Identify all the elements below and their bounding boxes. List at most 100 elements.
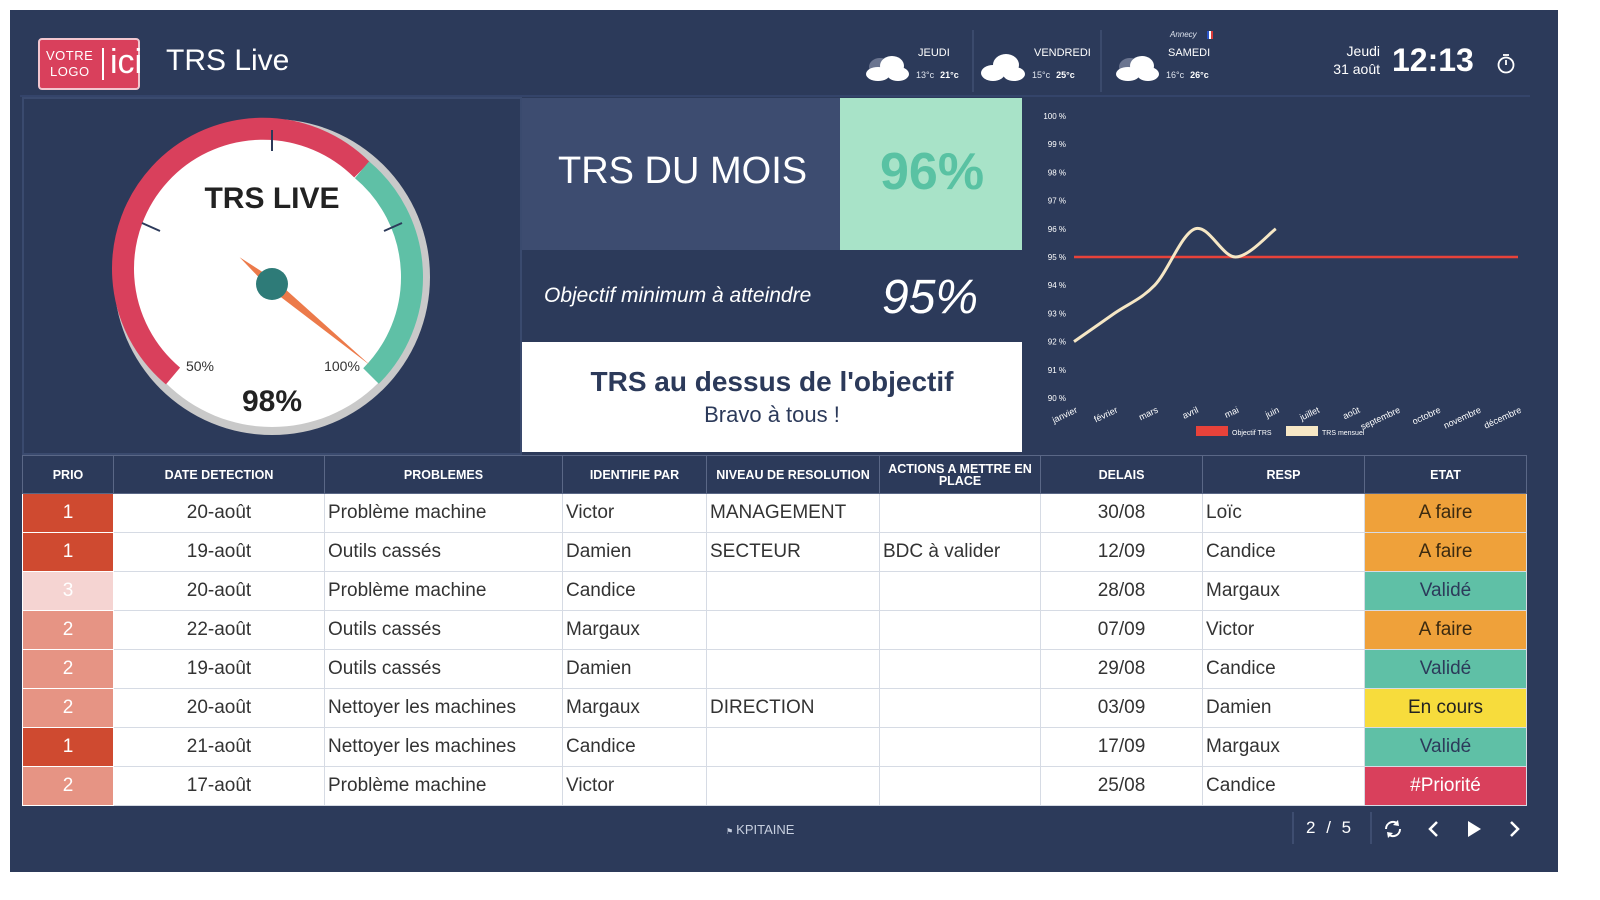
problem-cell: Nettoyer les machines: [324, 727, 563, 767]
weather-day-1: VENDREDI 15°c 25°c: [978, 40, 1098, 96]
header-divider: [20, 95, 1530, 97]
column-header-date[interactable]: DATE DETECTION: [113, 455, 325, 494]
deadline-cell: 07/09: [1040, 610, 1203, 650]
trs-month-value-panel: 96%: [840, 98, 1022, 250]
table-row[interactable]: 3 20-août Problème machine Candice 28/08…: [22, 571, 1527, 611]
weather-max: 26°c: [1190, 70, 1209, 80]
problem-cell: Problème machine: [324, 571, 563, 611]
stopwatch-icon[interactable]: [1496, 53, 1516, 75]
status-submessage: Bravo à tous !: [704, 402, 840, 427]
footer-separator: [1370, 812, 1372, 844]
deadline-cell: 25/08: [1040, 766, 1203, 806]
priority-cell: 2: [22, 610, 114, 650]
responsible-cell: Candice: [1202, 532, 1365, 572]
column-header-niveau[interactable]: NIVEAU DE RESOLUTION: [706, 455, 880, 494]
resolution-level-cell: SECTEUR: [706, 532, 880, 572]
weather-day-0: JEUDI 13°c 21°c: [862, 40, 972, 96]
date-day: Jeudi: [1346, 43, 1380, 59]
table-row[interactable]: 2 20-août Nettoyer les machines Margaux …: [22, 688, 1527, 728]
resolution-level-cell: [706, 766, 880, 806]
gauge-value: 98%: [242, 385, 302, 418]
date-cell: 22-août: [113, 610, 325, 650]
table-row[interactable]: 1 21-août Nettoyer les machines Candice …: [22, 727, 1527, 767]
identified-by-cell: Candice: [562, 571, 707, 611]
weather-max: 21°c: [940, 70, 959, 80]
actions-cell: [879, 766, 1041, 806]
gauge-tick: [383, 222, 403, 232]
resolution-level-cell: DIRECTION: [706, 688, 880, 728]
refresh-icon[interactable]: [1382, 818, 1404, 840]
responsible-cell: Damien: [1202, 688, 1365, 728]
cloud-icon: [981, 54, 1025, 81]
x-tick-label: octobre: [1411, 405, 1442, 427]
weather-city: Annecy: [1170, 30, 1197, 39]
column-header-actions[interactable]: ACTIONS A METTRE EN PLACE: [879, 455, 1041, 494]
identified-by-cell: Margaux: [562, 688, 707, 728]
responsible-cell: Candice: [1202, 649, 1365, 689]
weather-day-label: JEUDI: [918, 47, 950, 59]
actions-cell: [879, 649, 1041, 689]
priority-cell: 1: [22, 493, 114, 533]
weather-min: 13°c: [916, 70, 935, 80]
column-header-resp[interactable]: RESP: [1202, 455, 1365, 494]
date-date: 31 août: [1333, 61, 1380, 77]
actions-cell: [879, 727, 1041, 767]
column-header-delais[interactable]: DELAIS: [1040, 455, 1203, 494]
table-row[interactable]: 2 22-août Outils cassés Margaux 07/09 Vi…: [22, 610, 1527, 650]
priority-cell: 2: [22, 649, 114, 689]
x-tick-label: avril: [1181, 405, 1200, 421]
deadline-cell: 29/08: [1040, 649, 1203, 689]
x-tick-label: janvier: [1050, 405, 1079, 426]
problem-cell: Nettoyer les machines: [324, 688, 563, 728]
next-icon[interactable]: [1504, 818, 1524, 840]
deadline-cell: 30/08: [1040, 493, 1203, 533]
y-tick-label: 98 %: [1048, 168, 1066, 177]
y-tick-label: 97 %: [1048, 197, 1066, 206]
responsible-cell: Loïc: [1202, 493, 1365, 533]
x-tick-label: novembre: [1442, 405, 1483, 431]
table-row[interactable]: 2 19-août Outils cassés Damien 29/08 Can…: [22, 649, 1527, 689]
status-cell: Validé: [1364, 727, 1527, 767]
trs-month-value: 96%: [880, 143, 985, 201]
column-header-prio[interactable]: PRIO: [22, 455, 114, 494]
column-header-etat[interactable]: ETAT: [1364, 455, 1527, 494]
objective-label: Objectif minimum à atteindre: [544, 284, 812, 307]
status-cell: En cours: [1364, 688, 1527, 728]
column-header-identifie[interactable]: IDENTIFIE PAR: [562, 455, 707, 494]
column-header-problemes[interactable]: PROBLEMES: [324, 455, 563, 494]
priority-cell: 2: [22, 766, 114, 806]
resolution-level-cell: MANAGEMENT: [706, 493, 880, 533]
page-separator: /: [1326, 818, 1331, 837]
problem-cell: Outils cassés: [324, 610, 563, 650]
y-tick-label: 96 %: [1048, 225, 1066, 234]
current-time: 12:13: [1392, 42, 1474, 78]
play-icon[interactable]: [1464, 818, 1484, 840]
prev-icon[interactable]: [1424, 818, 1444, 840]
page-current: 2: [1306, 818, 1316, 837]
y-tick-label: 99 %: [1048, 140, 1066, 149]
date-cell: 21-août: [113, 727, 325, 767]
table-row[interactable]: 1 20-août Problème machine Victor MANAGE…: [22, 493, 1527, 533]
status-cell: A faire: [1364, 610, 1527, 650]
trs-chart-panel: 90 % 91 % 92 % 93 % 94 % 95 % 96 % 97 % 98 % 99 %…: [1026, 98, 1526, 452]
series-line-1: [1073, 227, 1277, 343]
weather-day-2: SAMEDI 16°c 26°c: [1112, 40, 1232, 96]
status-cell: A faire: [1364, 532, 1527, 572]
x-tick-label: mai: [1223, 405, 1240, 420]
problem-cell: Outils cassés: [324, 532, 563, 572]
resolution-level-cell: [706, 649, 880, 689]
weather-max: 25°c: [1056, 70, 1075, 80]
table-row[interactable]: 1 19-août Outils cassés Damien SECTEUR B…: [22, 532, 1527, 572]
deadline-cell: 28/08: [1040, 571, 1203, 611]
gauge-arc-red: [112, 117, 370, 385]
gauge-panel: TRS LIVE 50% 100% 98%: [22, 97, 522, 455]
y-tick-label: 95 %: [1048, 253, 1066, 262]
cloud-icon: [1116, 56, 1159, 81]
objective-panel: Objectif minimum à atteindre 95%: [522, 250, 1022, 342]
table-row[interactable]: 2 17-août Problème machine Victor 25/08 …: [22, 766, 1527, 806]
status-message-panel: TRS au dessus de l'objectif Bravo à tous…: [522, 342, 1022, 452]
legend-label: Objectif TRS: [1232, 430, 1272, 437]
problem-cell: Outils cassés: [324, 649, 563, 689]
actions-cell: BDC à valider: [879, 532, 1041, 572]
weather-separator: [1100, 30, 1102, 92]
